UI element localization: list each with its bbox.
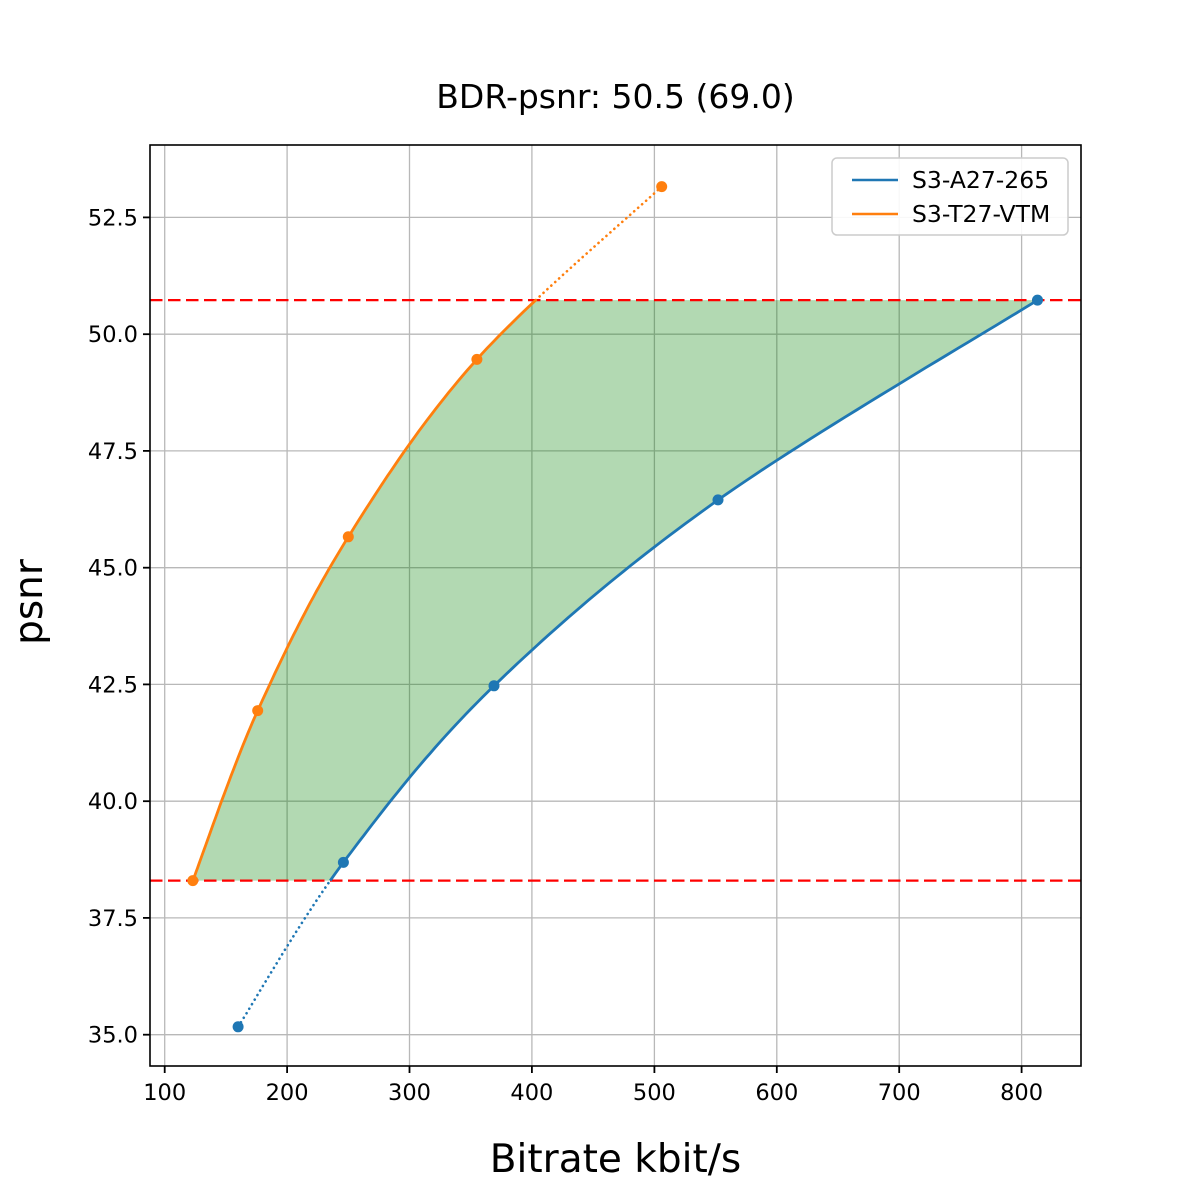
curve-extrapolated-S3-A27-265	[236, 879, 332, 1029]
y-tick-label-35: 35.0	[88, 1023, 138, 1049]
x-tick-label-100: 100	[143, 1080, 186, 1106]
data-point-S3-A27-265	[712, 494, 724, 506]
x-tick-label-400: 400	[510, 1080, 553, 1106]
y-tick-label-52.5: 52.5	[88, 205, 138, 231]
data-point-S3-A27-265	[1032, 294, 1043, 306]
integration-bound-lines-layer	[150, 299, 1081, 882]
y-tick-label-47.5: 47.5	[88, 439, 138, 465]
x-tick-label-800: 800	[1000, 1080, 1043, 1106]
curve-S3-A27-265	[329, 298, 1039, 882]
y-tick-label-45: 45.0	[88, 556, 138, 582]
series-markers-layer	[187, 181, 1043, 1033]
data-point-S3-T27-VTM	[187, 875, 199, 887]
curve-extrapolated-S3-T27-VTM	[534, 185, 663, 302]
curve-S3-T27-VTM	[191, 299, 537, 882]
data-point-S3-T27-VTM	[656, 181, 668, 193]
chart-title: BDR-psnr: 50.5 (69.0)	[436, 77, 794, 116]
y-axis-label: psnr	[7, 558, 52, 645]
x-axis-label: Bitrate kbit/s	[490, 1137, 741, 1182]
y-tick-label-37.5: 37.5	[88, 906, 138, 932]
data-point-S3-T27-VTM	[252, 705, 264, 717]
x-tick-label-700: 700	[878, 1080, 921, 1106]
gridlines-layer	[150, 145, 1081, 1066]
data-point-S3-T27-VTM	[471, 353, 483, 365]
bd-shaded-region	[192, 300, 1038, 881]
y-tick-label-42.5: 42.5	[88, 672, 138, 698]
series-curves-layer	[191, 185, 1039, 1029]
legend-box	[831, 157, 1069, 236]
tick-marks-layer	[143, 216, 1023, 1073]
bd-shaded-region-layer	[192, 300, 1038, 881]
y-tick-label-40: 40.0	[88, 789, 138, 815]
x-tick-label-600: 600	[755, 1080, 798, 1106]
legend: S3-A27-265 S3-T27-VTM	[831, 157, 1069, 236]
tick-labels-layer: 100 200 300 400 500 600 700 800 35.0 37.5 40.0 42.5…	[88, 205, 1043, 1106]
legend-label-series-1: S3-T27-VTM	[912, 200, 1050, 228]
data-point-S3-A27-265	[488, 680, 500, 692]
x-tick-label-200: 200	[266, 1080, 309, 1106]
y-tick-label-50: 50.0	[88, 322, 138, 348]
x-tick-label-500: 500	[633, 1080, 676, 1106]
data-point-S3-A27-265	[232, 1021, 244, 1033]
plot-border	[149, 144, 1082, 1067]
data-point-S3-T27-VTM	[342, 531, 354, 543]
legend-label-series-0: S3-A27-265	[912, 166, 1049, 194]
x-tick-label-300: 300	[388, 1080, 431, 1106]
data-point-S3-A27-265	[337, 856, 349, 868]
